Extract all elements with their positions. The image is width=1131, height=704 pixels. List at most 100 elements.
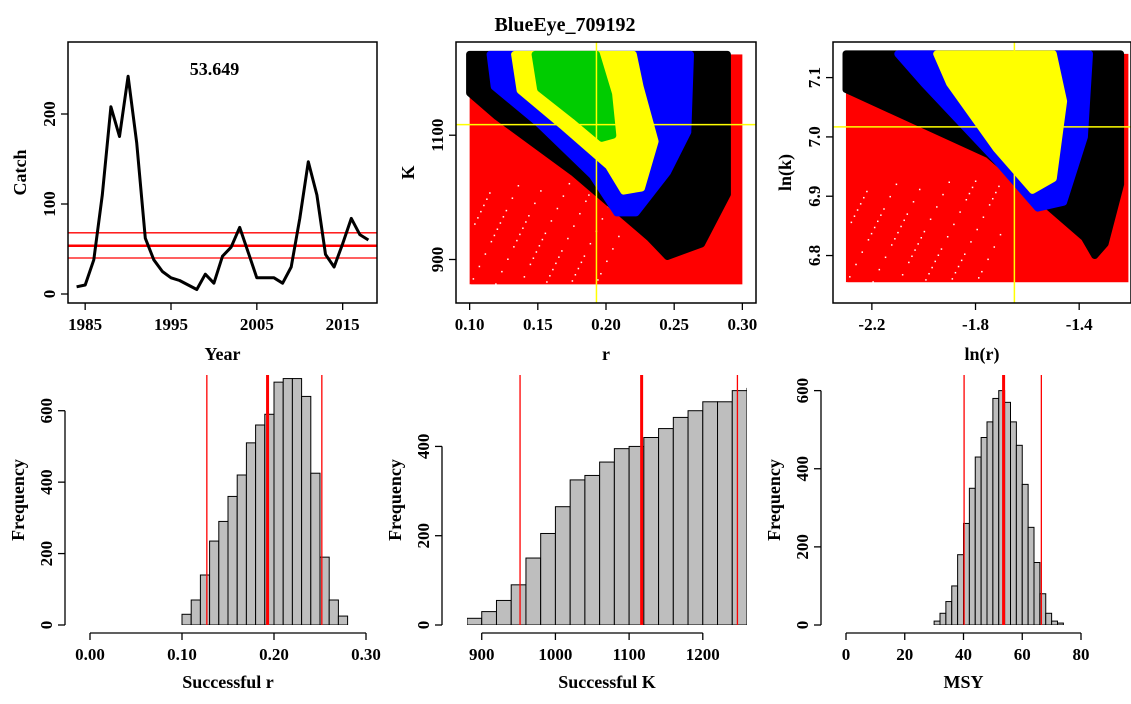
lnrk-gap-point — [878, 268, 881, 271]
hist-msy-bar — [939, 612, 947, 625]
hist-k-bar — [495, 599, 512, 625]
rk-gap-point — [601, 218, 604, 220]
lnrk-gap-point — [923, 230, 926, 233]
lnrk-gap-point — [917, 243, 919, 245]
hist-r-x-tick-label: 0.30 — [351, 645, 381, 664]
hist-msy-bar — [957, 554, 964, 625]
hist-k-x-tick-label: 1100 — [613, 645, 646, 664]
lnrk-gap-point — [897, 231, 899, 234]
hist-msy-x-tick-label: 20 — [896, 645, 913, 664]
hist-msy-bar — [945, 601, 953, 625]
hist-r-bar — [236, 474, 247, 625]
rk-y-tick-label: 1100 — [428, 119, 447, 152]
rk-gap-point — [493, 234, 496, 237]
hist-k-bar — [467, 617, 483, 625]
hist-r-bar — [328, 599, 339, 625]
hist-msy-x-tick-label: 40 — [955, 645, 972, 664]
hist-r-bar — [227, 495, 238, 625]
lnrk-gap-point — [965, 198, 968, 201]
rk-x-tick-label: 0.20 — [591, 315, 621, 334]
lnrk-gap-point — [895, 183, 898, 186]
lnrk-gap-point — [855, 263, 857, 266]
lnrk-gap-point — [900, 225, 902, 228]
hist-k-bar — [731, 390, 747, 625]
catch-panel-title: 53.649 — [190, 59, 240, 79]
rk-gap-point — [612, 248, 614, 250]
rk-gap-point — [472, 278, 475, 280]
rk-gap-point — [568, 182, 571, 185]
rk-x-tick-label: 0.25 — [659, 315, 689, 334]
hist-r-bar — [273, 381, 284, 625]
catch-x-tick-label: 1985 — [68, 315, 102, 334]
lnrk-gap-point — [982, 216, 985, 218]
lnrk-gap-point — [936, 206, 938, 208]
rk-gap-point — [528, 215, 530, 217]
hist-k-bar — [702, 401, 719, 625]
hist-k-bar — [613, 448, 630, 625]
rk-plot-area — [456, 42, 756, 303]
hist-r-bar — [282, 378, 293, 625]
rk-gap-point — [583, 255, 586, 257]
rk-x-tick-label: 0.30 — [727, 315, 757, 334]
rk-gap-point — [585, 200, 587, 203]
hist-msy-bar — [992, 397, 1000, 625]
rk-gap-point — [519, 233, 521, 236]
lnrk-gap-point — [976, 228, 978, 231]
lnrk-gap-point — [934, 260, 937, 263]
hist-k-bar — [510, 584, 527, 625]
hist-k-bar — [672, 416, 689, 625]
hist-r-y-tick-label: 400 — [37, 469, 56, 495]
lnrk-gap-point — [970, 241, 972, 243]
rk-gap-point — [505, 209, 508, 212]
hist-msy-bar — [986, 421, 994, 625]
rk-gap-point — [600, 272, 602, 275]
lnrk-gap-point — [957, 265, 960, 268]
rk-gap-point — [483, 204, 485, 207]
rk-gap-point — [577, 267, 580, 270]
rk-gap-point — [556, 207, 559, 210]
lnrk-gap-point — [859, 203, 862, 205]
lnrk-gap-point — [877, 220, 879, 223]
rk-gap-point — [489, 192, 491, 194]
lnrk-gap-point — [861, 251, 863, 253]
rk-gap-point — [474, 223, 476, 225]
lnrk-gap-point — [951, 278, 954, 280]
rk-gap-point — [555, 262, 557, 265]
hist-r-bar — [337, 615, 349, 625]
catch-series-line — [76, 74, 370, 291]
lnrk-gap-point — [998, 185, 1000, 188]
lnrk-gap-point — [883, 208, 885, 210]
hist-k-bar — [746, 387, 747, 625]
rk-gap-point — [618, 235, 620, 238]
lnrk-gap-point — [880, 214, 882, 216]
rk-gap-point — [538, 245, 541, 247]
lnrk-gap-point — [850, 221, 853, 224]
hist-k-x-tick-label: 900 — [469, 645, 495, 664]
lnrk-gap-point — [845, 282, 848, 284]
rk-gap-point — [525, 221, 527, 223]
rk-gap-point — [484, 253, 487, 255]
hist-k-y-axis-label: Frequency — [385, 459, 405, 541]
hist-msy-bar — [1057, 622, 1064, 625]
hist-r-y-tick-label: 200 — [37, 541, 56, 567]
hist-k-bar — [554, 506, 571, 625]
rk-gap-point — [501, 270, 503, 273]
lnrk-gap-point — [953, 223, 955, 226]
rk-gap-point — [534, 202, 536, 205]
lnrk-gap-point — [954, 271, 957, 274]
lnrk-gap-point — [867, 239, 870, 241]
lnrk-gap-point — [948, 181, 950, 184]
hist-msy-bar — [1033, 562, 1041, 625]
lnrk-gap-point — [903, 219, 905, 222]
hist-msy-y-tick-label: 600 — [793, 378, 812, 404]
hist-msy-bar — [968, 487, 976, 625]
rk-x-axis-label: r — [602, 344, 610, 364]
rk-gap-point — [529, 263, 532, 266]
hist-msy-plot-area — [933, 375, 1064, 625]
lnrk-gap-point — [988, 204, 991, 206]
rk-gap-point — [588, 194, 590, 196]
catch-y-tick-label: 100 — [40, 191, 59, 217]
rk-gap-point — [571, 280, 574, 282]
rk-gap-point — [513, 246, 515, 248]
lnrk-gap-point — [906, 213, 909, 215]
